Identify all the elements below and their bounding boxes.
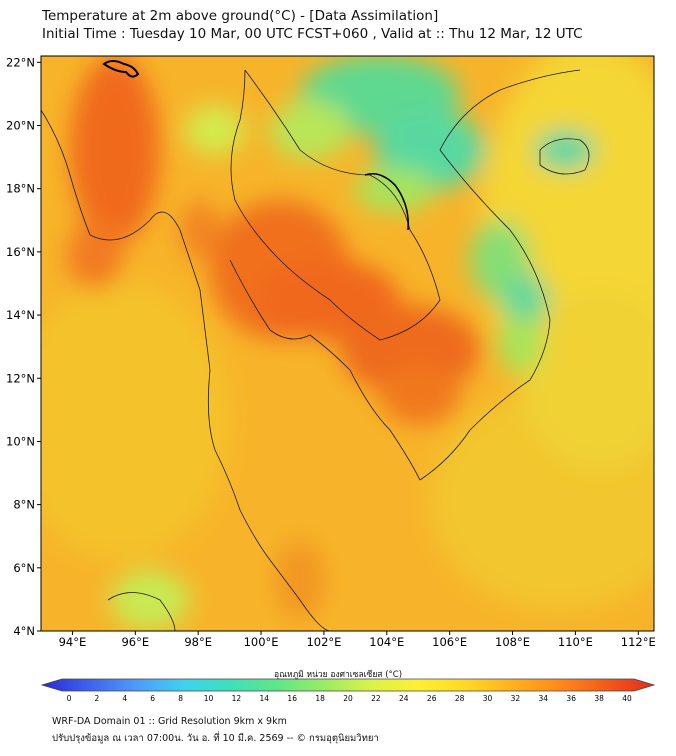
y-tick-label: 20°N	[6, 119, 35, 133]
coastline-hainan	[539, 138, 590, 175]
coastline-west	[41, 109, 331, 631]
map-subtitle: Initial Time : Tuesday 10 Mar, 00 UTC FC…	[42, 26, 583, 42]
coastline-east	[419, 69, 581, 481]
map-title: Temperature at 2m above ground(°C) - [Da…	[42, 8, 439, 24]
x-tick-label: 94°E	[59, 635, 87, 649]
colorbar-tick-label: 6	[150, 694, 155, 703]
y-tick-label: 18°N	[6, 182, 35, 196]
colorbar-ticks: 0 2 4 6 8 10 12 14 16 18 20 22 24 26 28 30 32 34 36 38 40	[67, 694, 632, 703]
y-tick-label: 4°N	[13, 624, 35, 638]
colorbar-tick-label: 10	[204, 694, 214, 703]
colorbar-tick-label: 22	[371, 694, 381, 703]
colorbar-tick-label: 2	[95, 694, 100, 703]
colorbar-tick-label: 20	[343, 694, 353, 703]
y-tick-label: 14°N	[6, 308, 35, 322]
colorbar-tick-label: 32	[511, 694, 521, 703]
coastline-gulf	[229, 259, 421, 481]
colorbar-tick-label: 36	[566, 694, 576, 703]
colorbar-tick-label: 4	[122, 694, 127, 703]
colorbar-tick-label: 14	[260, 694, 270, 703]
colorbar-tick-label: 8	[178, 694, 183, 703]
colorbar-tick-label: 28	[455, 694, 465, 703]
colorbar-tick-label: 40	[622, 694, 632, 703]
colorbar-tick-label: 30	[483, 694, 493, 703]
footer-model-info: WRF-DA Domain 01 :: Grid Resolution 9km …	[52, 716, 287, 727]
colorbar	[40, 678, 656, 692]
colorbar-tick-label: 24	[399, 694, 409, 703]
plot-frame	[40, 55, 655, 632]
colorbar-tick-label: 34	[539, 694, 549, 703]
x-axis-ticks: 94°E 96°E 98°E 100°E 102°E 104°E 106°E 108°E 110…	[59, 631, 656, 649]
x-tick-label: 98°E	[184, 635, 212, 649]
y-tick-label: 10°N	[6, 434, 35, 448]
x-tick-label: 100°E	[244, 635, 279, 649]
footer-update-info: ปรับปรุงข้อมูล ณ เวลา 07:00น. วัน อ. ที่…	[52, 733, 379, 744]
border-thailand-laos	[230, 69, 441, 341]
x-tick-label: 106°E	[432, 635, 467, 649]
x-tick-label: 102°E	[306, 635, 341, 649]
colorbar-tick-label: 18	[315, 694, 325, 703]
colorbar-tick-label: 12	[232, 694, 242, 703]
y-tick-label: 12°N	[6, 371, 35, 385]
coastlines-borders	[41, 69, 590, 631]
contour-hotspot	[102, 60, 140, 78]
temperature-field	[41, 56, 654, 631]
y-tick-label: 6°N	[13, 561, 35, 575]
colorbar-tick-label: 0	[67, 694, 72, 703]
field-smooth	[41, 56, 654, 630]
x-tick-label: 108°E	[495, 635, 530, 649]
x-tick-label: 104°E	[369, 635, 404, 649]
x-tick-label: 96°E	[121, 635, 149, 649]
x-tick-label: 110°E	[558, 635, 593, 649]
colorbar-tick-label: 16	[287, 694, 297, 703]
y-tick-label: 22°N	[6, 55, 35, 69]
y-tick-label: 8°N	[13, 498, 35, 512]
x-tick-label: 112°E	[621, 635, 656, 649]
coastline-sumatra	[107, 592, 176, 631]
colorbar-tick-label: 38	[594, 694, 604, 703]
colorbar-tick-label: 26	[427, 694, 437, 703]
y-axis-ticks: 22°N 20°N 18°N 16°N 14°N 12°N 10°N 8°N 6°N 4°N	[6, 55, 41, 638]
y-tick-label: 16°N	[6, 245, 35, 259]
border-highlight	[364, 172, 410, 231]
colorbar-title: อุณหภูมิ หน่วย องศาเซลเซียส (°C)	[273, 670, 403, 680]
